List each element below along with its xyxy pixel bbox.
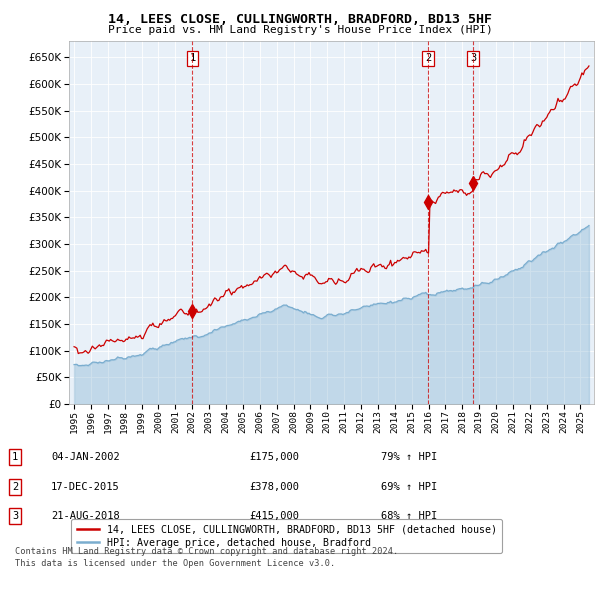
Text: 1: 1 — [12, 453, 18, 462]
Text: 3: 3 — [12, 512, 18, 521]
Text: 3: 3 — [470, 53, 476, 63]
Text: 2: 2 — [425, 53, 431, 63]
Text: 04-JAN-2002: 04-JAN-2002 — [51, 453, 120, 462]
Text: 2: 2 — [12, 482, 18, 491]
Text: 79% ↑ HPI: 79% ↑ HPI — [381, 453, 437, 462]
Text: 14, LEES CLOSE, CULLINGWORTH, BRADFORD, BD13 5HF: 14, LEES CLOSE, CULLINGWORTH, BRADFORD, … — [108, 13, 492, 26]
Text: £378,000: £378,000 — [249, 482, 299, 491]
Text: Price paid vs. HM Land Registry's House Price Index (HPI): Price paid vs. HM Land Registry's House … — [107, 25, 493, 35]
Legend: 14, LEES CLOSE, CULLINGWORTH, BRADFORD, BD13 5HF (detached house), HPI: Average : 14, LEES CLOSE, CULLINGWORTH, BRADFORD, … — [71, 519, 502, 553]
Text: This data is licensed under the Open Government Licence v3.0.: This data is licensed under the Open Gov… — [15, 559, 335, 568]
Text: £175,000: £175,000 — [249, 453, 299, 462]
Text: 68% ↑ HPI: 68% ↑ HPI — [381, 512, 437, 521]
Text: 1: 1 — [189, 53, 196, 63]
Text: 21-AUG-2018: 21-AUG-2018 — [51, 512, 120, 521]
Text: 17-DEC-2015: 17-DEC-2015 — [51, 482, 120, 491]
Text: Contains HM Land Registry data © Crown copyright and database right 2024.: Contains HM Land Registry data © Crown c… — [15, 547, 398, 556]
Text: £415,000: £415,000 — [249, 512, 299, 521]
Text: 69% ↑ HPI: 69% ↑ HPI — [381, 482, 437, 491]
